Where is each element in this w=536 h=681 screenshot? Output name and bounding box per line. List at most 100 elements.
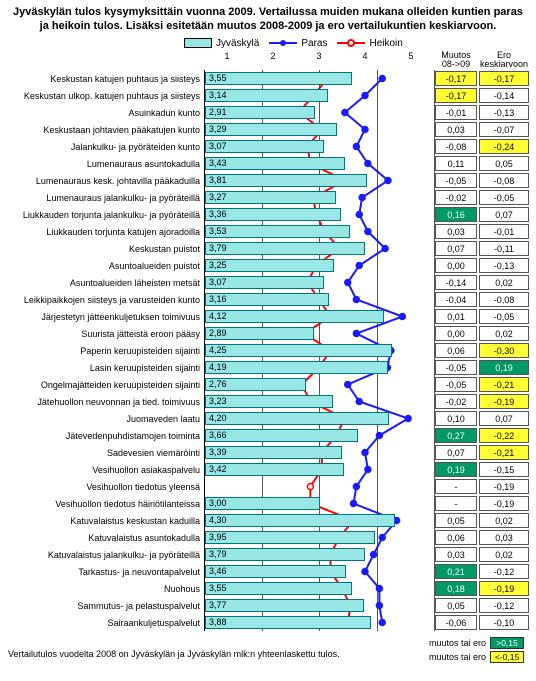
data-row: Lumenauraus kesk. johtavilla pääkaduilla… xyxy=(4,172,532,189)
row-label: Lasin keruupisteiden sijainti xyxy=(4,363,204,373)
bar-value: 4,19 xyxy=(207,361,227,374)
muutos-cell: - xyxy=(435,496,477,511)
ero-cell: 0,07 xyxy=(479,411,529,426)
muutos-cell: 0,01 xyxy=(435,309,477,324)
bar-cell: 2,91 xyxy=(204,104,434,121)
bar-value: 3,88 xyxy=(207,616,227,629)
muutos-cell: -0,05 xyxy=(435,173,477,188)
footnote: Vertailutulos vuodelta 2008 on Jyväskylä… xyxy=(4,639,344,663)
ero-cell: -0,08 xyxy=(479,173,529,188)
ero-cell: -0,12 xyxy=(479,564,529,579)
muutos-cell: -0,08 xyxy=(435,139,477,154)
row-label: Jätevedenpuhdistamojen toiminta xyxy=(4,431,204,441)
ero-cell: -0,21 xyxy=(479,445,529,460)
ero-cell: -0,30 xyxy=(479,343,529,358)
row-label: Vesihuollon asiakaspalvelu xyxy=(4,465,204,475)
bar-value: 3,36 xyxy=(207,208,227,221)
bar-value: 3,39 xyxy=(207,446,227,459)
ero-cell: -0,05 xyxy=(479,309,529,324)
row-label: Tarkastus- ja neuvontapalvelut xyxy=(4,567,204,577)
ero-cell: -0,19 xyxy=(479,496,529,511)
muutos-cell: 0,11 xyxy=(435,156,477,171)
muutos-cell: -0,05 xyxy=(435,377,477,392)
bar xyxy=(205,242,365,255)
bar xyxy=(205,582,352,595)
bar-cell: 2,89 xyxy=(204,325,434,342)
muutos-cell: 0,10 xyxy=(435,411,477,426)
bar xyxy=(205,531,375,544)
ero-cell: -0,22 xyxy=(479,428,529,443)
muutos-cell: 0,27 xyxy=(435,428,477,443)
bar xyxy=(205,514,395,527)
ero-cell: -0,13 xyxy=(479,105,529,120)
bar-cell: 3,77 xyxy=(204,597,434,614)
ero-cell: 0,07 xyxy=(479,207,529,222)
bar-value: 2,91 xyxy=(207,106,227,119)
bar-cell: 4,30 xyxy=(204,512,434,529)
bar-value: 3,16 xyxy=(207,293,227,306)
row-label: Juomaveden laatu xyxy=(4,414,204,424)
data-row: Liukkauden torjunta katujen ajoradoilla3… xyxy=(4,223,532,240)
muutos-cell: 0,21 xyxy=(435,564,477,579)
muutos-cell: 0,00 xyxy=(435,258,477,273)
bar-value: 3,43 xyxy=(207,157,227,170)
data-row: Jätehuollon neuvonnan ja tied. toimivuus… xyxy=(4,393,532,410)
ero-cell: -0,13 xyxy=(479,258,529,273)
data-row: Sadevesien viemäröinti3,39 0,07-0,21 xyxy=(4,444,532,461)
bar-cell: 3,81 xyxy=(204,172,434,189)
data-row: Vesihuollon tiedotus yleensä--0,19 xyxy=(4,478,532,495)
bar xyxy=(205,412,389,425)
bar-cell: 3,27 xyxy=(204,189,434,206)
muutos-cell: -0,14 xyxy=(435,275,477,290)
ero-cell: -0,17 xyxy=(479,71,529,86)
row-label: Keskustan ulkop. katujen puhtaus ja siis… xyxy=(4,91,204,101)
muutos-cell: -0,17 xyxy=(435,71,477,86)
muutos-cell: 0,19 xyxy=(435,462,477,477)
bar-value: 4,25 xyxy=(207,344,227,357)
bar-value: 4,12 xyxy=(207,310,227,323)
row-label: Keskustaan johtavien pääkatujen kunto xyxy=(4,125,204,135)
muutos-cell: -0,17 xyxy=(435,88,477,103)
bar-value: 2,76 xyxy=(207,378,227,391)
x-axis-ticks: 12345 xyxy=(204,51,434,71)
data-row: Liukkauden torjunta jalankulku- ja pyörä… xyxy=(4,206,532,223)
bar-value: 3,81 xyxy=(207,174,227,187)
data-row: Jätevedenpuhdistamojen toiminta3,660,27-… xyxy=(4,427,532,444)
bar-value: 2,89 xyxy=(207,327,227,340)
bar xyxy=(205,225,350,238)
legend-bar-label: Jyväskylä xyxy=(216,38,259,49)
row-label: Jätehuollon neuvonnan ja tied. toimivuus xyxy=(4,397,204,407)
legend-bar: Jyväskylä xyxy=(184,38,259,49)
bar-value: 4,20 xyxy=(207,412,227,425)
data-row: Lumenauraus asuntokadulla3,430,110,05 xyxy=(4,155,532,172)
legend-paras: Paras xyxy=(269,38,327,49)
chart-rows: Keskustan katujen puhtaus ja siisteys3,5… xyxy=(4,70,532,631)
legend: Jyväskylä Paras Heikoin xyxy=(4,38,532,49)
row-label: Katuvalaistus jalankulku- ja pyöräteillä xyxy=(4,550,204,560)
data-row: Nuohous3,550,18-0,19 xyxy=(4,580,532,597)
bar-cell: 3,14 xyxy=(204,87,434,104)
legend-heikoin-label: Heikoin xyxy=(369,38,402,49)
bar-value: 4,30 xyxy=(207,514,227,527)
legend-heikoin-icon xyxy=(337,38,365,48)
row-label: Paperin keruupisteiden sijainti xyxy=(4,346,204,356)
muutos-cell: 0,07 xyxy=(435,445,477,460)
bar xyxy=(205,599,364,612)
row-label: Keskustan katujen puhtaus ja siisteys xyxy=(4,74,204,84)
bar-value: 3,07 xyxy=(207,276,227,289)
ero-cell: -0,19 xyxy=(479,581,529,596)
ero-cell: -0,21 xyxy=(479,377,529,392)
muutos-cell: 0,05 xyxy=(435,598,477,613)
row-label: Sadevesien viemäröinti xyxy=(4,448,204,458)
col-muutos: Muutos 08->09 xyxy=(434,51,478,71)
row-label: Asuntoalueiden läheisten metsät xyxy=(4,278,204,288)
muutos-cell: -0,05 xyxy=(435,360,477,375)
ero-cell: -0,08 xyxy=(479,292,529,307)
muutos-cell: 0,16 xyxy=(435,207,477,222)
data-row: Leikkipaikkojen siisteys ja varusteiden … xyxy=(4,291,532,308)
thresh-neg-label: muutos tai ero xyxy=(429,652,486,662)
bar-cell: 3,42 xyxy=(204,461,434,478)
data-row: Suurista jätteistä eroon pääsy2,890,000,… xyxy=(4,325,532,342)
row-label: Suurista jätteistä eroon pääsy xyxy=(4,329,204,339)
data-row: Keskustan puistot3,790,07-0,11 xyxy=(4,240,532,257)
